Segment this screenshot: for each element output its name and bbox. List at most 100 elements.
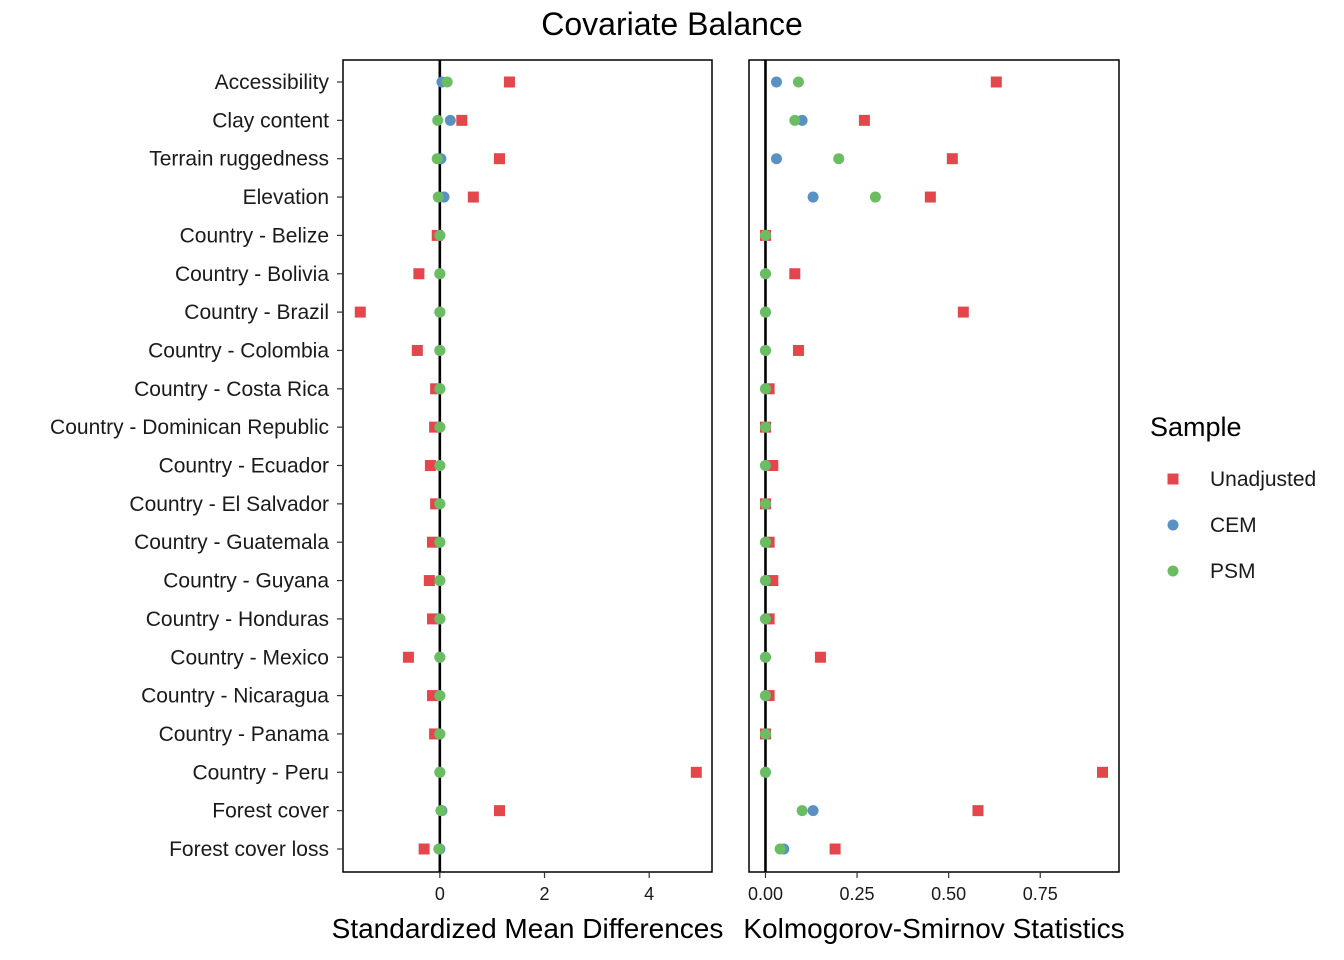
covariate-label-forest-cover-loss: Forest cover loss [169,838,329,861]
point-smd-unadjusted-country-guatemala [427,536,439,548]
covariate-label-elevation: Elevation [243,186,329,209]
point-ks-unadjusted-country-mexico [814,651,826,663]
covariate-label-clay-content: Clay content [212,109,329,132]
point-ks-cem-elevation [807,191,819,203]
point-ks-unadjusted-country-peru [1097,766,1109,778]
point-ks-psm-country-honduras [759,613,771,625]
chart-title: Covariate Balance [541,6,802,42]
point-ks-unadjusted-country-brazil [957,306,969,318]
point-ks-unadjusted-elevation [924,191,936,203]
covariate-label-accessibility: Accessibility [215,71,330,94]
panel-ks: 0.00 0.25 0.50 0.75 Kolmogorov-Smirnov Stat… [743,59,1125,944]
point-ks-psm-country-peru [759,766,771,778]
point-ks-psm-country-dominican-republic [759,421,771,433]
point-smd-psm-clay-content [432,114,444,126]
panel-ks-points [759,76,1109,855]
point-smd-unadjusted-country-peru [690,766,702,778]
point-ks-psm-forest-cover [796,805,808,817]
point-ks-psm-country-belize [759,229,771,241]
point-smd-psm-forest-cover [435,805,447,817]
point-smd-psm-country-bolivia [434,268,446,280]
point-smd-unadjusted-country-bolivia [413,268,425,280]
covariate-label-country-colombia: Country - Colombia [148,339,329,362]
covariate-label-country-nicaragua: Country - Nicaragua [141,685,329,708]
panel-ks-x-tick-label: 0.25 [840,884,875,904]
point-ks-psm-country-panama [759,728,771,740]
panel-ks-x-tick-label: 0.50 [931,884,966,904]
point-ks-psm-country-bolivia [759,268,771,280]
point-ks-psm-country-colombia [759,344,771,356]
covariate-label-country-costa-rica: Country - Costa Rica [134,378,329,401]
point-ks-psm-clay-content [789,114,801,126]
covariate-label-country-el-salvador: Country - El Salvador [129,493,329,516]
point-smd-unadjusted-forest-cover-loss [418,843,430,855]
point-ks-unadjusted-terrain-ruggedness [946,153,958,165]
point-smd-unadjusted-country-ecuador [424,460,436,471]
covariate-label-country-guatemala: Country - Guatemala [134,531,329,554]
covariate-label-country-bolivia: Country - Bolivia [175,263,329,286]
point-ks-unadjusted-country-colombia [792,344,804,356]
panel-ks-x-axis-title: Kolmogorov-Smirnov Statistics [743,913,1124,944]
covariate-label-country-honduras: Country - Honduras [146,608,329,631]
point-smd-psm-country-nicaragua [434,690,446,702]
point-ks-psm-country-el-salvador [759,498,771,510]
point-smd-psm-country-el-salvador [434,498,446,510]
covariate-label-terrain-ruggedness: Terrain ruggedness [149,148,329,171]
point-smd-unadjusted-country-mexico [402,651,414,663]
point-smd-psm-country-dominican-republic [434,421,446,433]
legend-key-unadjusted [1167,473,1179,485]
panel-smd-x-tick-label: 2 [540,884,550,904]
point-ks-unadjusted-country-bolivia [789,268,801,280]
point-ks-unadjusted-country-ecuador [767,460,779,471]
point-ks-psm-country-nicaragua [759,690,771,702]
point-ks-psm-country-ecuador [759,460,771,471]
covariate-label-country-peru: Country - Peru [192,761,329,784]
point-ks-psm-country-guyana [759,575,771,587]
point-ks-psm-terrain-ruggedness [833,153,845,165]
panel-ks-frame [748,59,1120,873]
panel-smd-x-tick-label: 0 [435,884,445,904]
point-ks-unadjusted-clay-content [858,114,870,126]
point-smd-psm-country-mexico [434,651,446,663]
covariate-label-country-ecuador: Country - Ecuador [159,455,329,478]
covariate-label-country-brazil: Country - Brazil [184,301,329,324]
point-ks-psm-country-mexico [759,651,771,663]
panel-ks-x-tick-label: 0.00 [748,884,783,904]
covariate-label-country-panama: Country - Panama [159,723,330,746]
point-smd-unadjusted-terrain-ruggedness [493,153,505,165]
point-smd-psm-country-peru [434,766,446,778]
covariate-label-country-belize: Country - Belize [180,224,329,247]
point-smd-unadjusted-elevation [467,191,479,203]
point-ks-cem-forest-cover [807,805,819,817]
legend: Sample Unadjusted CEM PSM [1150,412,1316,583]
point-smd-psm-country-guatemala [434,536,446,548]
legend-key-cem [1167,519,1179,531]
point-smd-cem-clay-content [444,114,456,126]
point-smd-psm-country-panama [434,728,446,740]
panel-smd-x-axis: 0 2 4 [435,872,654,904]
point-smd-psm-terrain-ruggedness [431,153,443,165]
point-ks-unadjusted-country-guyana [767,575,779,587]
point-smd-unadjusted-country-brazil [354,306,366,318]
point-ks-unadjusted-accessibility [990,76,1002,88]
covariate-label-country-dominican-republic: Country - Dominican Republic [50,416,329,439]
point-smd-psm-country-honduras [434,613,446,625]
panel-smd-frame [342,59,713,873]
point-ks-psm-forest-cover-loss [774,843,786,855]
point-smd-unadjusted-country-nicaragua [427,690,439,702]
point-smd-unadjusted-country-honduras [427,613,439,625]
covariate-axis: Accessibility Clay content Terrain ruggedn… [50,71,343,861]
panel-smd-points [354,76,702,855]
covariate-label-country-guyana: Country - Guyana [163,570,329,593]
point-ks-unadjusted-forest-cover [972,805,984,817]
point-smd-unadjusted-country-guyana [423,575,435,587]
covariate-label-country-mexico: Country - Mexico [170,646,329,669]
legend-label-unadjusted: Unadjusted [1210,468,1316,491]
panel-ks-x-tick-label: 0.75 [1023,884,1058,904]
covariate-label-forest-cover: Forest cover [212,800,329,823]
legend-title: Sample [1150,412,1242,442]
point-smd-unadjusted-clay-content [456,114,468,126]
panel-smd: 0 2 4 Standardized Mean Differences [332,59,723,944]
point-smd-psm-country-belize [434,229,446,241]
